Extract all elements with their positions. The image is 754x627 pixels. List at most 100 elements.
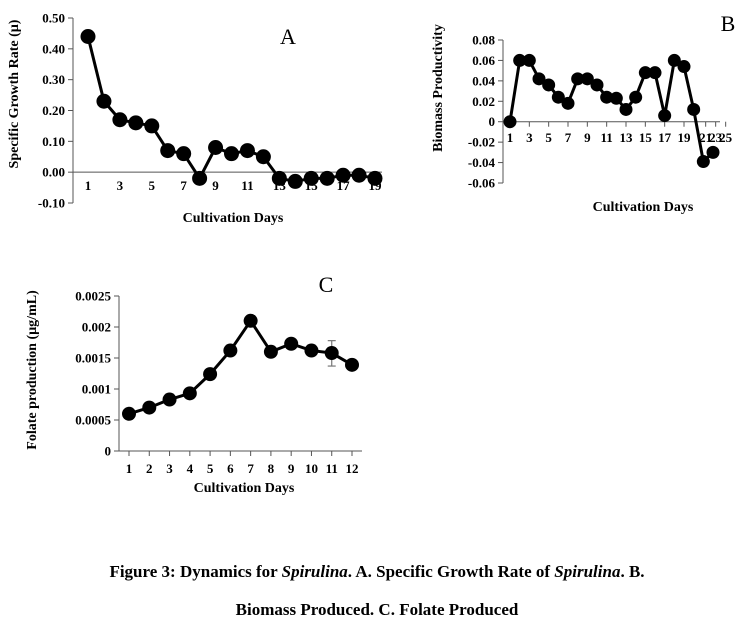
y-tick-label: -0.02 [468, 135, 495, 150]
data-point [128, 115, 144, 131]
data-point [551, 90, 565, 104]
x-tick-label: 25 [719, 130, 733, 145]
data-point [324, 346, 339, 361]
figure-caption-line-1: Figure 3: Dynamics for Spirulina. A. Spe… [0, 562, 754, 582]
data-point [571, 72, 585, 86]
y-tick-label: 0 [105, 444, 112, 459]
data-point [223, 343, 238, 358]
y-tick-label: 0.04 [472, 73, 495, 88]
y-axis-title: Biomass Productivity [431, 24, 446, 152]
y-tick-label: 0.0025 [75, 289, 111, 304]
x-tick-label: 4 [187, 461, 194, 476]
x-tick-label: 21 [699, 130, 712, 145]
data-point [590, 78, 604, 92]
x-tick-label: 7 [247, 461, 254, 476]
y-tick-label: 0.00 [42, 165, 65, 180]
x-tick-label: 9 [288, 461, 295, 476]
data-point [351, 167, 367, 183]
x-tick-label: 3 [526, 130, 533, 145]
x-axis-title: Cultivation Days [593, 200, 694, 215]
data-point [112, 112, 128, 128]
data-point [182, 386, 197, 401]
data-point [192, 170, 208, 186]
data-point [255, 149, 271, 165]
x-tick-label: 7 [180, 178, 187, 193]
chart-panel-a: 0.500.400.300.200.100.00-0.1013579111315… [7, 11, 383, 226]
data-point [600, 90, 614, 104]
y-tick-label: 0.0005 [75, 413, 111, 428]
data-point [176, 146, 192, 162]
data-point [677, 60, 691, 74]
data-point [532, 72, 546, 86]
data-point [304, 343, 319, 358]
x-tick-label: 1 [126, 461, 133, 476]
y-tick-label: -0.04 [468, 155, 496, 170]
x-tick-label: 5 [149, 178, 156, 193]
panel-letter: C [319, 272, 334, 297]
x-axis-title: Cultivation Days [194, 481, 295, 496]
data-point [144, 118, 160, 134]
data-point [609, 91, 623, 105]
x-tick-label: 15 [639, 130, 653, 145]
data-point [696, 155, 710, 169]
data-point [271, 170, 287, 186]
y-tick-label: 0.02 [472, 94, 495, 109]
x-tick-label: 11 [241, 178, 253, 193]
x-tick-label: 12 [346, 461, 359, 476]
caption-text: . B. [620, 562, 645, 581]
data-point [122, 406, 136, 421]
caption-text: Figure 3: Dynamics for [109, 562, 282, 581]
y-axis-title: Folate production (µg/mL) [25, 290, 40, 450]
data-point [658, 109, 672, 123]
data-point [243, 313, 258, 328]
data-point [648, 66, 662, 80]
panel-letter: B [721, 11, 736, 36]
data-point [142, 400, 157, 415]
x-tick-label: 13 [620, 130, 634, 145]
x-axis-title: Cultivation Days [183, 211, 284, 226]
data-point [629, 90, 643, 104]
data-point [224, 146, 239, 162]
data-point [503, 115, 517, 129]
chart-panel-b: 0.080.060.040.020-0.02-0.04-0.061 3 5 7 9 11 1… [431, 11, 735, 215]
y-tick-label: -0.10 [38, 196, 65, 211]
data-point [319, 170, 335, 186]
x-tick-label: 1 [507, 130, 514, 145]
caption-species: Spirulina [554, 562, 621, 581]
data-point [513, 53, 527, 67]
caption-text: . A. Specific Growth Rate of [347, 562, 555, 581]
x-tick-label: 23 [709, 130, 723, 145]
data-point [345, 357, 359, 372]
x-tick-label: 10 [305, 461, 318, 476]
x-tick-label: 3 [166, 461, 173, 476]
data-point [263, 344, 278, 359]
data-point [287, 173, 303, 189]
data-point [303, 170, 319, 186]
caption-species: Spirulina [281, 562, 348, 581]
data-point [619, 102, 633, 116]
x-tick-label: 3 [117, 178, 124, 193]
x-tick-label: 11 [326, 461, 338, 476]
data-point [580, 72, 594, 86]
data-point [667, 53, 681, 67]
y-tick-label: 0.30 [42, 72, 65, 87]
x-tick-label: 17 [658, 130, 672, 145]
y-tick-label: 0.40 [42, 41, 65, 56]
data-point [367, 170, 383, 186]
x-tick-label: 2 [146, 461, 153, 476]
y-tick-label: 0.002 [82, 320, 111, 335]
y-tick-label: -0.06 [468, 176, 496, 191]
data-point [96, 93, 112, 109]
data-point [160, 143, 176, 159]
x-tick-label: 9 [212, 178, 219, 193]
y-tick-label: 0.0015 [75, 351, 111, 366]
data-point [522, 53, 536, 67]
figure-caption-line-2: Biomass Produced. C. Folate Produced [235, 600, 519, 619]
data-point [80, 29, 96, 44]
y-tick-label: 0.10 [42, 134, 65, 149]
data-point [706, 145, 720, 159]
y-axis-title: Specific Growth Rate (µ) [7, 19, 22, 168]
y-tick-label: 0.06 [472, 53, 495, 68]
